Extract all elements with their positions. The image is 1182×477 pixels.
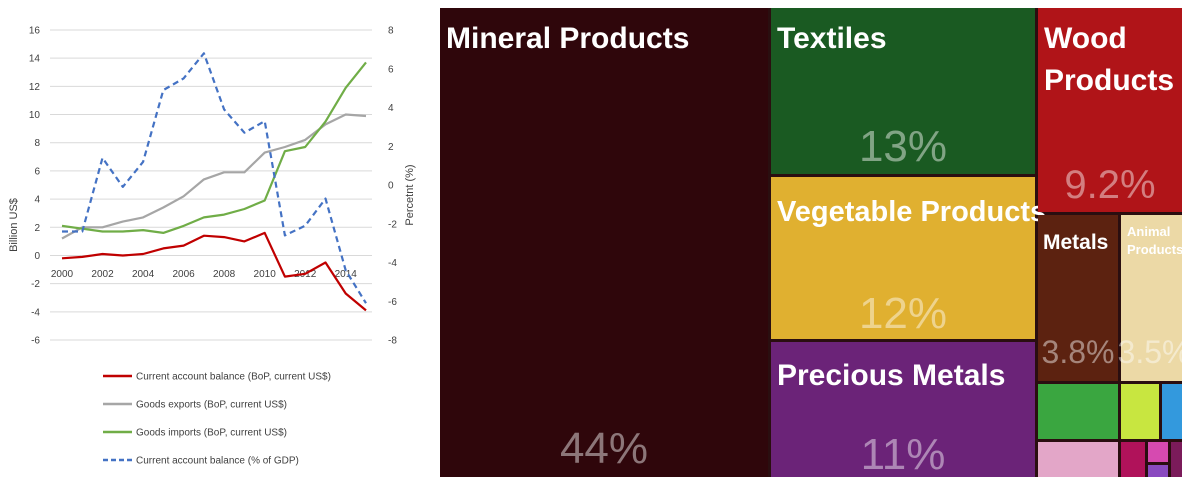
x-tick-label: 2006 xyxy=(172,269,195,280)
treemap-rect-wood-products xyxy=(1038,8,1182,212)
right-tick-label: -2 xyxy=(388,219,397,230)
treemap-cell-animal-products: Animal Products 3.5% xyxy=(1118,215,1182,381)
left-tick-label: 14 xyxy=(29,54,41,65)
left-tick-label: 6 xyxy=(34,166,40,177)
treemap-cells: Mineral Products 44% Textiles 13% Vegetable … xyxy=(440,8,1182,477)
left-axis-title: Billion US$ xyxy=(8,198,20,252)
treemap-rect-textiles xyxy=(771,8,1035,174)
treemap-small-cell xyxy=(1121,384,1159,439)
left-tick-label: 8 xyxy=(34,138,40,149)
treemap-percent: 44% xyxy=(560,424,648,473)
series-line-goods-imports-bop-current-us xyxy=(61,61,367,234)
treemap-label: Animal xyxy=(1127,224,1170,239)
treemap-label: Products xyxy=(1127,242,1182,257)
treemap-label: Wood xyxy=(1044,22,1127,55)
right-tick-label: 6 xyxy=(388,64,394,75)
x-tick-label: 2014 xyxy=(335,269,358,280)
treemap-small-cell xyxy=(1148,442,1168,462)
right-tick-label: 2 xyxy=(388,142,394,153)
treemap-small-cell xyxy=(1162,384,1182,439)
x-tick-label: 2008 xyxy=(213,269,236,280)
treemap-label: Metals xyxy=(1043,231,1108,254)
legend-label: Goods imports (BoP, current US$) xyxy=(136,428,287,439)
right-tick-label: 4 xyxy=(388,103,394,114)
treemap-label: Precious Metals xyxy=(777,359,1005,392)
treemap-small-cell xyxy=(1171,442,1182,477)
treemap-percent: 3.5% xyxy=(1118,334,1182,370)
treemap-percent: 9.2% xyxy=(1064,163,1155,207)
left-tick-label: -2 xyxy=(31,279,40,290)
legend-label: Current account balance (% of GDP) xyxy=(136,456,299,467)
left-tick-label: 10 xyxy=(29,110,41,121)
left-tick-label: -6 xyxy=(31,336,40,347)
right-tick-label: 8 xyxy=(388,26,394,37)
right-axis-title: Percetnt (%) xyxy=(404,164,416,225)
treemap-small-cell xyxy=(1121,442,1145,477)
treemap-small-cells xyxy=(1038,384,1182,477)
treemap-label: Mineral Products xyxy=(446,22,689,55)
series-line-current-account-balance-of-gdp xyxy=(62,52,367,304)
x-tick-label: 2004 xyxy=(132,269,155,280)
right-tick-label: -6 xyxy=(388,297,397,308)
treemap-cell-vegetable-products: Vegetable Products 12% xyxy=(771,177,1046,339)
treemap-panel: Mineral Products 44% Textiles 13% Vegetable … xyxy=(440,8,1182,477)
right-tick-label: 0 xyxy=(388,181,394,192)
legend: Current account balance (BoP, current US… xyxy=(103,372,331,467)
x-tick-label: 2010 xyxy=(254,269,277,280)
treemap-label: Vegetable Products xyxy=(777,196,1046,228)
right-tick-label: -8 xyxy=(388,336,397,347)
treemap-rect-vegetable-products xyxy=(771,177,1035,339)
treemap-percent: 12% xyxy=(859,289,947,338)
right-axis-ticks: 8 6 4 2 0 -2 -4 -6 -8 xyxy=(388,26,397,347)
treemap-rect-animal-products xyxy=(1121,215,1182,381)
series-line-goods-exports-bop-current-us xyxy=(61,113,367,240)
treemap-small-cell xyxy=(1038,442,1118,477)
left-tick-label: 0 xyxy=(34,251,40,262)
line-chart: 16 14 12 10 8 6 4 2 0 -2 -4 -6 8 6 4 2 0 -2 -4 -6 -8 2000 20… xyxy=(8,26,416,467)
treemap-rect-precious-metals xyxy=(771,342,1035,477)
left-tick-label: 12 xyxy=(29,82,41,93)
treemap-cell-textiles: Textiles 13% xyxy=(771,8,1035,174)
treemap-label: Products xyxy=(1044,64,1174,97)
series-line-current-account-balance-bop-current-us xyxy=(61,231,367,312)
x-tick-label: 2000 xyxy=(51,269,74,280)
x-tick-label: 2002 xyxy=(91,269,114,280)
series-lines xyxy=(61,52,367,312)
treemap-small-cell xyxy=(1038,384,1118,439)
treemap-rect-metals xyxy=(1038,215,1118,381)
gridlines xyxy=(50,29,372,341)
right-tick-label: -4 xyxy=(388,258,397,269)
left-tick-label: -4 xyxy=(31,307,40,318)
treemap-rect-mineral-products xyxy=(440,8,768,477)
treemap-percent: 13% xyxy=(859,122,947,171)
legend-label: Current account balance (BoP, current US… xyxy=(136,372,331,383)
treemap-cell-precious-metals: Precious Metals 11% xyxy=(771,342,1035,477)
legend-label: Goods exports (BoP, current US$) xyxy=(136,400,287,411)
left-tick-label: 16 xyxy=(29,26,41,37)
left-tick-label: 4 xyxy=(34,195,40,206)
treemap-cell-wood-products: Wood Products 9.2% xyxy=(1038,8,1182,212)
treemap: Mineral Products 44% Textiles 13% Vegetable … xyxy=(440,8,1182,477)
treemap-small-cell xyxy=(1148,465,1168,477)
treemap-label: Textiles xyxy=(777,22,887,55)
line-chart-panel: 16 14 12 10 8 6 4 2 0 -2 -4 -6 8 6 4 2 0 -2 -4 -6 -8 2000 20… xyxy=(0,0,420,477)
treemap-percent: 11% xyxy=(861,430,946,477)
treemap-cell-metals: Metals 3.8% xyxy=(1038,215,1118,381)
left-tick-label: 2 xyxy=(34,223,40,234)
treemap-percent: 3.8% xyxy=(1042,334,1115,370)
left-axis-ticks: 16 14 12 10 8 6 4 2 0 -2 -4 -6 xyxy=(29,26,41,347)
treemap-cell-mineral-products: Mineral Products 44% xyxy=(440,8,768,477)
